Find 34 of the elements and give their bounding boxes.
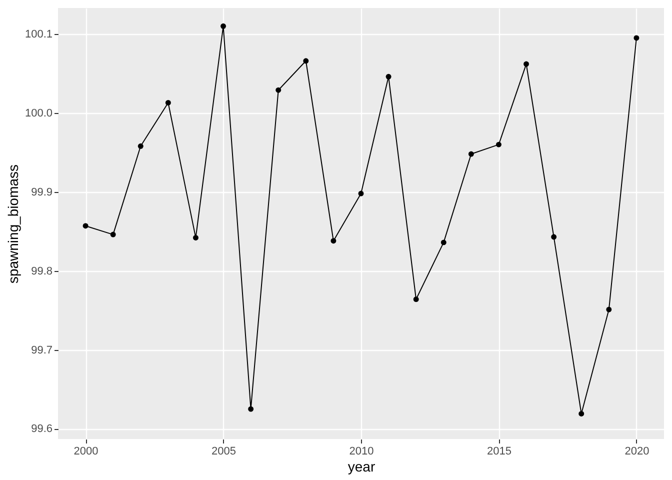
point (165, 100, 171, 106)
point (551, 234, 557, 240)
x-tick-label: 2010 (349, 446, 374, 458)
point (110, 232, 116, 238)
point (276, 87, 282, 93)
point (303, 58, 309, 64)
y-tick-label: 99.7 (31, 344, 52, 356)
y-axis-title: spawning_biomass (4, 164, 21, 284)
y-tick-label: 99.6 (31, 423, 52, 436)
point (634, 35, 640, 41)
y-tick-label: 99.9 (31, 186, 52, 198)
point (248, 406, 254, 412)
point (440, 240, 446, 246)
x-axis-title: year (348, 458, 376, 474)
y-tick-label: 100.1 (24, 28, 52, 41)
point (413, 296, 419, 302)
point (524, 61, 530, 67)
y-tick-label: 100.0 (24, 107, 52, 120)
point (192, 234, 198, 240)
point (82, 223, 88, 229)
point (606, 306, 612, 312)
point (358, 190, 364, 196)
point (220, 23, 226, 29)
point (330, 238, 336, 244)
y-tick-label: 99.8 (31, 265, 52, 278)
x-tick-label: 2015 (486, 446, 512, 458)
x-tick-label: 2005 (212, 446, 236, 458)
point (138, 143, 144, 149)
point (386, 74, 392, 80)
x-tick-label: 2020 (624, 446, 650, 458)
x-tick-label: 2000 (74, 446, 98, 458)
point (468, 151, 474, 157)
point (496, 142, 502, 148)
point (578, 411, 584, 416)
